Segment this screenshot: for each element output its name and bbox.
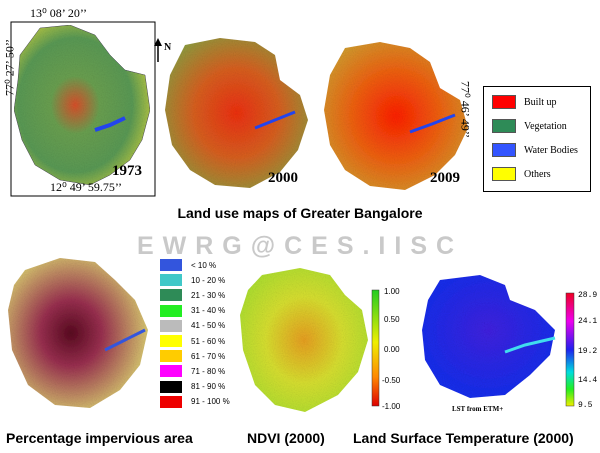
north-arrow-icon	[154, 38, 162, 62]
legend-swatch	[492, 167, 516, 181]
legend-label: Others	[524, 168, 551, 180]
coord-bottom: 12⁰ 49’ 59.75’’	[50, 180, 123, 194]
legend-label: 71 - 80 %	[191, 366, 226, 376]
impervious-legend-item: 21 - 30 %	[160, 288, 225, 302]
legend-swatch	[160, 319, 182, 332]
ndvi-tick: 1.00	[384, 287, 400, 296]
legend-label: 31 - 40 %	[191, 306, 226, 316]
legend-swatch	[492, 95, 516, 109]
map-year-2000: 2000	[268, 170, 298, 186]
impervious-legend-item: 51 - 60 %	[160, 334, 225, 348]
legend-label: Water Bodies	[524, 144, 578, 156]
lst-tick: 19.2	[578, 347, 598, 356]
legend-label: 41 - 50 %	[191, 321, 226, 331]
legend-swatch	[492, 143, 516, 157]
map-year-1973: 1973	[112, 163, 142, 179]
ndvi-map	[240, 268, 368, 412]
lst-tick: 28.9	[578, 291, 598, 300]
impervious-legend-item: 61 - 70 %	[160, 349, 225, 363]
legend-label: 10 - 20 %	[191, 275, 226, 285]
legend-label: 51 - 60 %	[191, 336, 226, 346]
landuse-map-2000	[165, 38, 308, 188]
legend-swatch	[160, 395, 182, 408]
legend-swatch	[160, 335, 182, 347]
impervious-map	[8, 258, 148, 408]
impervious-legend-item: 41 - 50 %	[160, 319, 225, 333]
legend-label: < 10 %	[191, 260, 217, 270]
landuse-title: Land use maps of Greater Bangalore	[177, 205, 423, 221]
legend-swatch	[160, 259, 182, 271]
legend-swatch	[160, 274, 182, 287]
map-year-2009: 2009	[430, 170, 460, 186]
lst-subtitle: LST from ETM+	[452, 405, 504, 413]
lst-tick: 9.5	[578, 401, 593, 410]
landuse-legend: Built up Vegetation Water Bodies Others	[483, 86, 591, 192]
legend-label: Vegetation	[524, 120, 567, 132]
lst-colorbar	[565, 292, 575, 407]
legend-item-vegetation: Vegetation	[492, 119, 567, 133]
landuse-map-1973	[10, 21, 156, 197]
coord-left: 77⁰ 27’ 50’’	[2, 38, 17, 97]
lst-tick: 24.1	[578, 317, 598, 326]
landuse-map-2009	[324, 42, 468, 190]
watermark: EWRG@CES.IISC	[136, 232, 464, 260]
lst-tick: 14.4	[578, 376, 598, 385]
coord-right: 77⁰ 46’ 49’’	[458, 80, 473, 139]
legend-label: 21 - 30 %	[191, 290, 226, 300]
coord-top: 13⁰ 08’ 20’’	[30, 6, 88, 20]
legend-swatch	[492, 119, 516, 133]
ndvi-tick: -1.00	[382, 402, 401, 411]
legend-label: Built up	[524, 96, 557, 108]
impervious-legend-item: 71 - 80 %	[160, 364, 225, 378]
impervious-legend-item: 31 - 40 %	[160, 304, 225, 318]
impervious-legend-item: < 10 %	[160, 258, 216, 272]
legend-item-built-up: Built up	[492, 95, 557, 109]
impervious-legend-item: 91 - 100 %	[160, 395, 230, 409]
lst-caption: Land Surface Temperature (2000)	[353, 430, 574, 446]
legend-label: 81 - 90 %	[191, 382, 226, 392]
ndvi-caption: NDVI (2000)	[247, 430, 325, 446]
ndvi-tick: -0.50	[382, 376, 401, 385]
legend-swatch	[160, 350, 182, 363]
impervious-caption: Percentage impervious area	[6, 430, 193, 446]
legend-swatch	[160, 304, 182, 317]
impervious-legend-item: 10 - 20 %	[160, 273, 225, 287]
ndvi-colorbar	[371, 289, 380, 407]
lst-map	[422, 275, 556, 398]
impervious-legend-item: 81 - 90 %	[160, 380, 225, 394]
legend-label: 61 - 70 %	[191, 351, 226, 361]
ndvi-tick: 0.00	[384, 345, 400, 354]
legend-swatch	[160, 365, 182, 378]
legend-swatch	[160, 289, 182, 302]
legend-item-others: Others	[492, 167, 551, 181]
legend-swatch	[160, 380, 182, 393]
ndvi-tick: 0.50	[384, 315, 400, 324]
legend-item-water-bodies: Water Bodies	[492, 143, 578, 157]
north-label: N	[164, 42, 172, 53]
legend-label: 91 - 100 %	[191, 397, 230, 407]
